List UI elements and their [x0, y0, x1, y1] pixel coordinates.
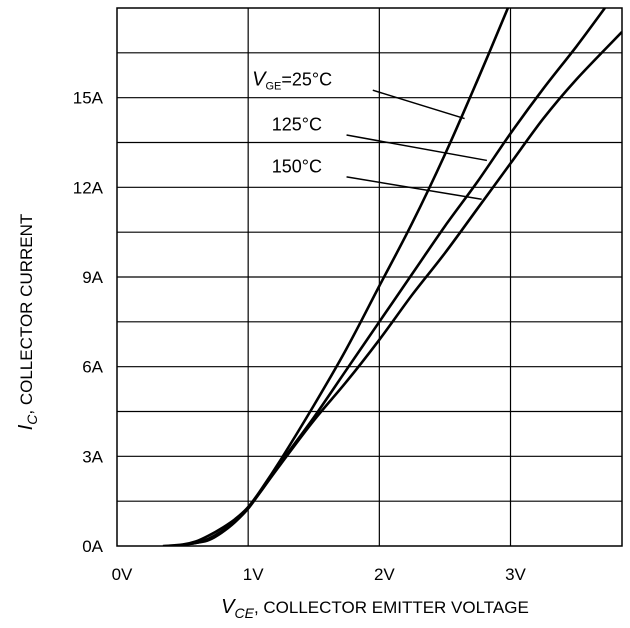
x-axis-subscript: CE [235, 605, 255, 621]
series-annotation-label: VGE=25°C [252, 69, 332, 93]
y-tick-label: 0A [82, 537, 103, 556]
annotation-leader-line [346, 176, 482, 201]
y-tick-label: 6A [82, 358, 103, 377]
annotation-text: =25°C [281, 70, 332, 90]
x-tick-label: 3V [505, 565, 526, 584]
y-axis-label: IC, COLLECTOR CURRENT [15, 214, 40, 431]
annotation-leader-line [372, 89, 465, 120]
y-axis-text: , COLLECTOR CURRENT [17, 214, 36, 415]
series-line [162, 8, 510, 546]
y-tick-label: 15A [73, 89, 104, 108]
grid [117, 8, 622, 546]
x-tick-label: 0V [112, 565, 133, 584]
plot-frame [116, 7, 623, 547]
x-axis-text: , COLLECTOR EMITTER VOLTAGE [254, 598, 529, 617]
x-tick-label: 1V [243, 565, 264, 584]
y-tick-label: 3A [82, 447, 103, 466]
x-tick-label: 2V [374, 565, 395, 584]
annotation-leader-line [346, 134, 488, 162]
series-curves [162, 8, 622, 546]
series-line [175, 30, 622, 546]
y-tick-label: 12A [73, 178, 104, 197]
series-annotation-label: 125°C [272, 115, 322, 135]
y-tick-labels: 0A 3A 6A 9A 12A 15A [73, 89, 104, 556]
y-axis-subscript: C [24, 414, 40, 425]
x-axis-label: VCE, COLLECTOR EMITTER VOLTAGE [221, 596, 529, 621]
x-tick-labels: 0V 1V 2V 3V [112, 565, 527, 584]
annotations: VGE=25°C 125°C 150°C [252, 69, 488, 201]
series-annotation-label: 150°C [272, 156, 322, 176]
y-tick-label: 9A [82, 268, 103, 287]
annotation-symbol: V [252, 69, 267, 91]
annotation-subscript: GE [265, 81, 281, 93]
y-axis-symbol: I [15, 424, 37, 430]
x-axis-symbol: V [221, 596, 236, 618]
